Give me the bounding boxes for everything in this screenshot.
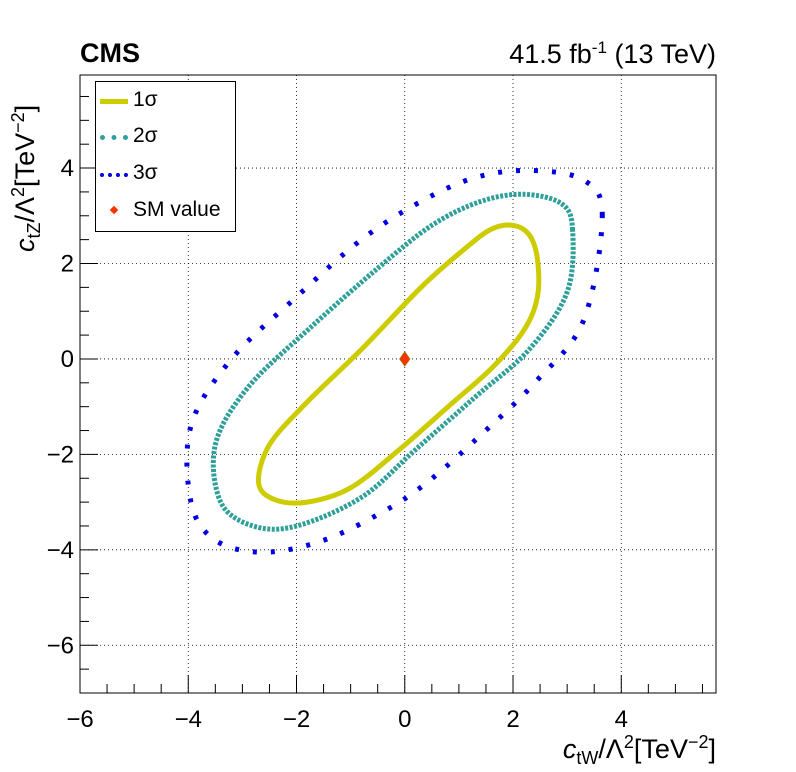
y-title-sq: 2 bbox=[8, 186, 28, 197]
x-tick-label: 2 bbox=[506, 706, 519, 733]
energy-label: (13 TeV) bbox=[614, 39, 716, 69]
legend-swatch-3sigma bbox=[100, 173, 128, 177]
x-tick-label: 0 bbox=[398, 706, 411, 733]
legend-label-1sigma: 1σ bbox=[133, 88, 158, 111]
y-axis-title: ctZ/Λ2[TeV−2] bbox=[8, 105, 45, 252]
legend-swatch-2sigma bbox=[100, 135, 128, 140]
y-tick-label: −4 bbox=[47, 537, 74, 564]
legend: 1σ 2σ 3σ SM value bbox=[95, 81, 236, 232]
axis-ticks bbox=[79, 95, 703, 694]
x-title-unit-exp: −2 bbox=[687, 732, 709, 752]
lumi-value: 41.5 fb bbox=[509, 39, 592, 69]
x-title-sub: tW bbox=[576, 748, 599, 768]
x-tick-label: −4 bbox=[175, 706, 202, 733]
y-tick-label: −2 bbox=[47, 441, 74, 468]
contour-3sigma bbox=[184, 167, 605, 555]
x-tick-label: −6 bbox=[66, 706, 93, 733]
y-title-main: c bbox=[10, 238, 40, 253]
sm-point bbox=[399, 351, 411, 367]
y-tick-label: 4 bbox=[61, 155, 74, 182]
x-title-rest: /Λ bbox=[598, 734, 624, 764]
legend-label-2sigma: 2σ bbox=[133, 124, 158, 147]
tick-labels: −6 −4 −2 0 2 4 −6 −4 −2 0 2 4 bbox=[47, 155, 628, 733]
y-title-units: [TeV bbox=[10, 132, 40, 187]
sm-point-layer bbox=[399, 351, 411, 367]
experiment-label: CMS bbox=[80, 38, 140, 68]
legend-label-3sigma: 3σ bbox=[133, 161, 158, 184]
grid-lines bbox=[80, 75, 716, 693]
contour-1sigma bbox=[255, 222, 542, 506]
contour-layer bbox=[184, 167, 605, 555]
x-title-close: ] bbox=[708, 734, 716, 764]
x-tick-label: 4 bbox=[615, 706, 628, 733]
lumi-exponent: -1 bbox=[591, 38, 607, 57]
y-title-sub: tZ bbox=[24, 222, 44, 239]
x-tick-label: −2 bbox=[283, 706, 310, 733]
legend-item-2sigma: 2σ bbox=[96, 120, 235, 156]
y-tick-label: 2 bbox=[61, 251, 74, 278]
legend-swatch-1sigma bbox=[100, 99, 128, 104]
y-title-rest: /Λ bbox=[10, 196, 40, 223]
plot-frame bbox=[79, 74, 717, 694]
x-title-sq: 2 bbox=[623, 732, 634, 752]
x-axis-title: ctW/Λ2[TeV−2] bbox=[563, 732, 716, 769]
y-tick-label: −6 bbox=[47, 632, 74, 659]
x-title-units: [TeV bbox=[633, 734, 688, 764]
luminosity-label: 41.5 fb-1 (13 TeV) bbox=[509, 38, 716, 70]
legend-item-sm: SM value bbox=[96, 194, 235, 230]
y-tick-label: 0 bbox=[61, 346, 74, 373]
sm-marker-icon bbox=[109, 205, 119, 215]
legend-item-1sigma: 1σ bbox=[96, 84, 235, 120]
contour-2sigma bbox=[210, 191, 576, 532]
y-title-unit-exp: −2 bbox=[8, 112, 28, 133]
legend-label-sm: SM value bbox=[133, 198, 221, 221]
y-title-close: ] bbox=[10, 104, 40, 113]
x-title-main: c bbox=[562, 734, 577, 764]
legend-item-3sigma: 3σ bbox=[96, 157, 235, 193]
